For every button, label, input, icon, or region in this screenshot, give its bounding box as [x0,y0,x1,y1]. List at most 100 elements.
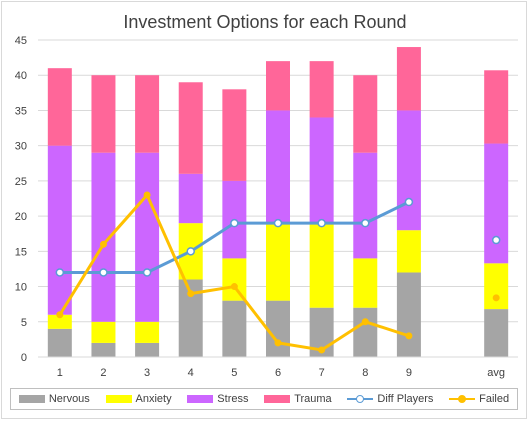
point-diff-players [55,268,65,277]
x-axis-ticks: 1 2 3 4 5 6 7 8 9 avg [38,356,518,379]
y-tick-label: 25 [15,176,27,188]
lines [55,191,501,354]
legend-item-anxiety: Anxiety [105,393,172,405]
y-tick-label: 40 [15,70,27,82]
point-diff-players [142,268,152,277]
legend-item-diff-players: Diff Players [347,393,433,405]
bar-stress [91,152,116,322]
bar-trauma [178,82,203,174]
bar-stress [484,143,509,264]
legend-item-failed: Failed [449,393,509,405]
legend-label: Anxiety [135,393,172,405]
bar-stress [353,152,378,259]
bar-stress [47,145,72,315]
legend: Nervous Anxiety Stress Trauma Diff Players Fa… [10,388,518,410]
bar-nervous [135,342,160,357]
point-diff-players [273,218,283,228]
x-tick-label: 8 [362,367,368,379]
point-diff-players [361,218,370,228]
bar-nervous [266,300,290,357]
bar-nervous [484,309,509,357]
bar-anxiety [309,223,334,308]
point-failed [99,240,107,248]
bar-anxiety [91,321,116,343]
bar-anxiety [484,263,509,310]
point-failed [405,332,413,340]
point-diff-players [230,218,239,228]
bar-nervous [91,342,116,357]
bar-anxiety [135,321,160,343]
legend-item-stress: Stress [187,393,248,405]
point-failed [143,191,151,199]
legend-swatch [347,394,374,404]
bar-trauma [91,75,116,153]
y-tick-label: 5 [21,317,27,329]
y-tick-label: 20 [15,211,27,223]
bar-anxiety [222,258,247,301]
point-failed [361,318,369,326]
y-tick-label: 15 [15,246,27,258]
bar-trauma [353,75,378,153]
legend-swatch [105,395,132,403]
x-tick-label: 6 [275,367,281,379]
bar-trauma [266,61,290,111]
bar-nervous [222,300,247,357]
bar-anxiety [353,258,378,308]
bar-trauma [309,61,334,118]
bar-trauma [222,89,247,181]
bar-stress [135,152,160,322]
bar-anxiety [396,230,421,273]
y-tick-label: 0 [21,352,27,364]
bars [47,47,509,357]
legend-label: Stress [217,393,249,405]
legend-item-nervous: Nervous [18,393,90,405]
bar-anxiety [47,314,72,329]
bar-stress [266,110,290,224]
bar-stress [309,117,334,224]
bar-anxiety [266,223,290,301]
y-tick-label: 30 [15,141,27,153]
point-diff-players [317,218,326,228]
y-tick-label: 45 [15,35,27,47]
chart-title: Investment Options for each Round [123,12,407,32]
point-failed [318,346,326,354]
point-diff-players [491,235,501,245]
legend-swatch [187,395,214,403]
point-failed [230,283,238,291]
legend-label: Diff Players [377,393,434,405]
bar-stress [396,110,421,231]
x-tick-label: avg [487,367,505,379]
bar-nervous [353,307,378,357]
y-tick-label: 10 [15,282,27,294]
x-tick-label: 7 [319,367,325,379]
legend-label: Nervous [48,393,90,405]
x-tick-label: 1 [57,367,63,379]
bar-trauma [396,47,421,111]
legend-label: Trauma [294,393,332,405]
y-axis-ticks: 0 5 10 15 20 25 30 35 40 45 [15,35,27,364]
bar-trauma [47,68,72,146]
x-tick-label: 2 [100,367,106,379]
point-failed [187,290,195,298]
legend-swatch [18,395,45,403]
x-tick-label: 9 [406,367,412,379]
point-failed [56,311,64,319]
y-tick-label: 35 [15,105,27,117]
bar-trauma [135,75,160,153]
point-failed [492,294,500,302]
bar-nervous [396,272,421,357]
legend-label: Failed [479,393,510,405]
point-failed [274,339,282,347]
legend-item-trauma: Trauma [264,393,332,405]
bar-nervous [47,328,72,357]
point-diff-players [99,268,108,277]
legend-swatch [264,395,291,403]
legend-swatch [449,394,476,404]
x-tick-label: 5 [231,367,237,379]
bar-trauma [484,70,509,144]
x-tick-label: 3 [144,367,150,379]
point-diff-players [404,197,414,207]
point-diff-players [186,247,195,256]
